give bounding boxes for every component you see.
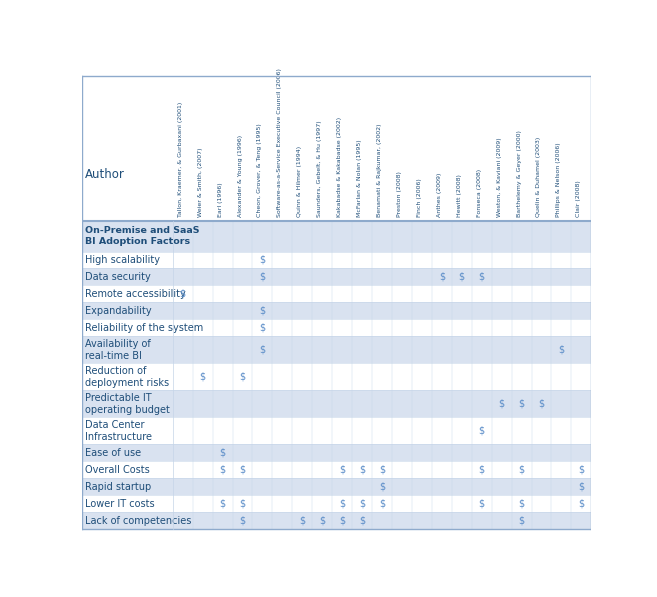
Text: $: $ bbox=[239, 516, 246, 525]
Text: $: $ bbox=[260, 255, 265, 265]
Text: Quinn & Hilmer (1994): Quinn & Hilmer (1994) bbox=[298, 146, 302, 217]
Text: Rapid startup: Rapid startup bbox=[85, 482, 151, 492]
Text: Data security: Data security bbox=[85, 272, 151, 282]
Text: $: $ bbox=[260, 344, 265, 355]
Text: Earl (1996): Earl (1996) bbox=[217, 183, 223, 217]
Text: $: $ bbox=[319, 516, 325, 525]
Text: Clair (2008): Clair (2008) bbox=[576, 181, 581, 217]
Text: $: $ bbox=[538, 399, 545, 409]
Text: $: $ bbox=[359, 498, 365, 509]
Text: On-Premise and SaaS
BI Adoption Factors: On-Premise and SaaS BI Adoption Factors bbox=[85, 226, 200, 246]
Text: $: $ bbox=[359, 516, 365, 525]
Text: Quelin & Duhamel (2003): Quelin & Duhamel (2003) bbox=[537, 137, 541, 217]
Text: $: $ bbox=[518, 516, 524, 525]
Text: $: $ bbox=[379, 465, 385, 475]
Text: $: $ bbox=[478, 272, 485, 282]
Text: Fonseca (2008): Fonseca (2008) bbox=[477, 169, 482, 217]
Text: $: $ bbox=[299, 516, 306, 525]
Text: $: $ bbox=[200, 372, 206, 381]
Text: McFarlan & Nolan (1995): McFarlan & Nolan (1995) bbox=[357, 140, 362, 217]
Text: $: $ bbox=[478, 426, 485, 436]
Text: $: $ bbox=[339, 516, 345, 525]
Text: Preston (2008): Preston (2008) bbox=[397, 171, 402, 217]
Text: $: $ bbox=[239, 465, 246, 475]
Text: Reliability of the system: Reliability of the system bbox=[85, 322, 204, 333]
Bar bbox=[82, 390, 591, 417]
Bar bbox=[82, 221, 591, 251]
Text: Saunders, Gebelt, & Hu (1997): Saunders, Gebelt, & Hu (1997) bbox=[317, 121, 322, 217]
Text: Predictable IT
operating budget: Predictable IT operating budget bbox=[85, 393, 170, 415]
Text: Kakabadse & Kakabadse (2002): Kakabadse & Kakabadse (2002) bbox=[337, 117, 342, 217]
Text: $: $ bbox=[339, 498, 345, 509]
Text: $: $ bbox=[379, 498, 385, 509]
Text: $: $ bbox=[359, 465, 365, 475]
Text: $: $ bbox=[239, 498, 246, 509]
Text: $: $ bbox=[239, 372, 246, 381]
Text: Hewitt (2008): Hewitt (2008) bbox=[457, 174, 462, 217]
Bar bbox=[82, 444, 591, 461]
Bar bbox=[82, 285, 591, 302]
Bar bbox=[82, 495, 591, 512]
Text: Overall Costs: Overall Costs bbox=[85, 465, 150, 475]
Text: $: $ bbox=[260, 272, 265, 282]
Text: $: $ bbox=[260, 322, 265, 333]
Text: $: $ bbox=[339, 465, 345, 475]
Text: $: $ bbox=[578, 498, 584, 509]
Bar bbox=[82, 461, 591, 478]
Text: $: $ bbox=[499, 399, 505, 409]
Text: Author: Author bbox=[85, 168, 125, 181]
Text: Lack of competencies: Lack of competencies bbox=[85, 516, 192, 525]
Text: $: $ bbox=[459, 272, 464, 282]
Text: Phillips & Nelson (2006): Phillips & Nelson (2006) bbox=[556, 143, 561, 217]
Bar bbox=[82, 319, 591, 336]
Bar bbox=[82, 269, 591, 285]
Text: Tallon, Kraemer, & Gurbaxani (2001): Tallon, Kraemer, & Gurbaxani (2001) bbox=[178, 102, 183, 217]
Text: Expandability: Expandability bbox=[85, 306, 152, 316]
Bar bbox=[82, 363, 591, 390]
Text: Weier & Smith, (2007): Weier & Smith, (2007) bbox=[198, 148, 202, 217]
Text: Data Center
Infrastructure: Data Center Infrastructure bbox=[85, 420, 152, 442]
Text: High scalability: High scalability bbox=[85, 255, 160, 265]
Text: $: $ bbox=[478, 498, 485, 509]
Text: Anthes (2009): Anthes (2009) bbox=[437, 173, 442, 217]
Text: $: $ bbox=[219, 498, 225, 509]
Bar bbox=[82, 512, 591, 529]
Text: $: $ bbox=[518, 465, 524, 475]
Text: Lower IT costs: Lower IT costs bbox=[85, 498, 155, 509]
Text: Barthelemy & Geyer (2000): Barthelemy & Geyer (2000) bbox=[516, 131, 522, 217]
Text: Weston, & Kaviani (2009): Weston, & Kaviani (2009) bbox=[497, 138, 501, 217]
Text: Benamati & Rajkumar, (2002): Benamati & Rajkumar, (2002) bbox=[377, 124, 382, 217]
Text: Alexander & Young (1996): Alexander & Young (1996) bbox=[238, 136, 242, 217]
Text: Availability of
real-time BI: Availability of real-time BI bbox=[85, 338, 151, 361]
Text: Software-as-a-Service Executive Council (2006): Software-as-a-Service Executive Council … bbox=[277, 69, 283, 217]
Text: $: $ bbox=[219, 448, 225, 458]
Text: $: $ bbox=[439, 272, 445, 282]
Text: $: $ bbox=[518, 399, 524, 409]
Text: $: $ bbox=[518, 498, 524, 509]
Text: $: $ bbox=[179, 289, 186, 299]
Text: Ease of use: Ease of use bbox=[85, 448, 141, 458]
Text: $: $ bbox=[260, 306, 265, 316]
Text: $: $ bbox=[578, 465, 584, 475]
Text: $: $ bbox=[219, 465, 225, 475]
Text: Reduction of
deployment risks: Reduction of deployment risks bbox=[85, 366, 170, 387]
Text: Finch (2006): Finch (2006) bbox=[417, 179, 422, 217]
Bar bbox=[82, 417, 591, 444]
Bar bbox=[82, 251, 591, 269]
Text: Cheon, Grover, & Teng (1995): Cheon, Grover, & Teng (1995) bbox=[258, 124, 262, 217]
Text: $: $ bbox=[578, 482, 584, 492]
Bar bbox=[82, 302, 591, 319]
Bar bbox=[82, 336, 591, 363]
Text: $: $ bbox=[379, 482, 385, 492]
Text: Remote accessibility: Remote accessibility bbox=[85, 289, 186, 299]
Text: $: $ bbox=[558, 344, 564, 355]
Bar bbox=[82, 478, 591, 495]
Text: $: $ bbox=[478, 465, 485, 475]
Bar bbox=[82, 76, 591, 221]
